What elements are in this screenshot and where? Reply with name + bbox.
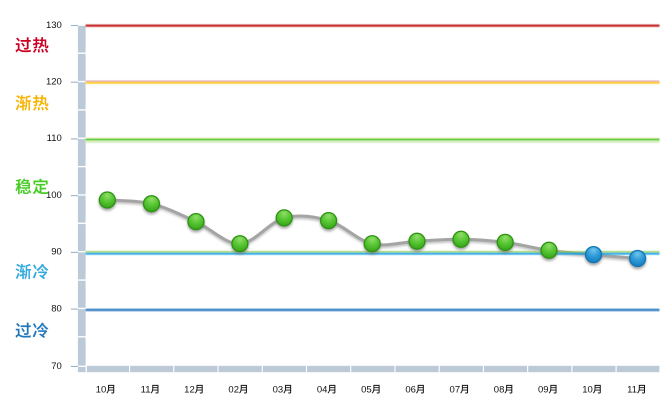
svg-text:110: 110 [47, 133, 62, 144]
svg-text:80: 80 [51, 303, 62, 314]
svg-text:10: 10 [582, 385, 593, 396]
svg-text:120: 120 [46, 77, 62, 88]
svg-text:10: 10 [96, 385, 107, 396]
svg-text:12: 12 [184, 385, 195, 396]
svg-text:07: 07 [450, 385, 461, 396]
svg-text:04: 04 [317, 385, 328, 396]
svg-text:09: 09 [538, 385, 549, 396]
svg-text:05: 05 [361, 385, 372, 396]
svg-text:03: 03 [273, 385, 284, 396]
svg-text:11: 11 [141, 385, 151, 396]
svg-text:02: 02 [228, 385, 239, 396]
svg-text:100: 100 [46, 190, 62, 201]
svg-text:70: 70 [51, 361, 62, 372]
svg-text:06: 06 [405, 385, 416, 396]
svg-text:90: 90 [51, 247, 62, 258]
svg-text:08: 08 [494, 385, 505, 396]
svg-text:130: 130 [46, 20, 62, 31]
svg-text:11: 11 [627, 385, 637, 396]
